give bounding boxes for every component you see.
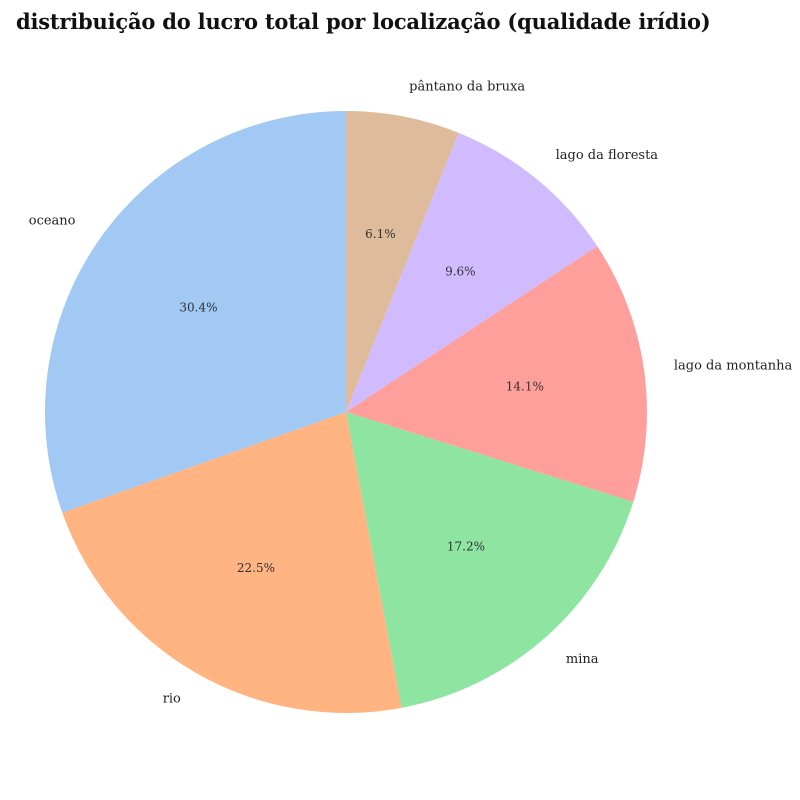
slice-percent-label: 22.5% — [237, 561, 275, 575]
pie-slice-1 — [346, 111, 459, 412]
slice-percent-label: 6.1% — [365, 227, 396, 241]
slice-label: lago da montanha — [674, 358, 793, 373]
chart-title: distribuição do lucro total por localiza… — [16, 9, 711, 34]
pie-slices — [44, 111, 648, 713]
pie-slice-5 — [62, 412, 402, 713]
slice-label: lago da floresta — [556, 148, 659, 163]
pie-slice-4 — [346, 412, 634, 708]
slice-percent-label: 17.2% — [447, 540, 485, 554]
slice-label: mina — [566, 652, 599, 667]
slice-percent-label: 9.6% — [445, 265, 476, 279]
slice-label: pântano da bruxa — [409, 79, 525, 94]
slice-labels: pântano da bruxa 6.1% lago da floresta 9.6%… — [29, 79, 793, 706]
pie-slice-3 — [346, 246, 648, 502]
slice-percent-label: 30.4% — [179, 300, 217, 314]
pie-slice-2 — [346, 132, 598, 413]
slice-label: rio — [163, 692, 181, 707]
slice-percent-label: 14.1% — [506, 379, 544, 393]
slice-label: oceano — [29, 214, 76, 229]
pie-slice-6 — [44, 111, 346, 513]
